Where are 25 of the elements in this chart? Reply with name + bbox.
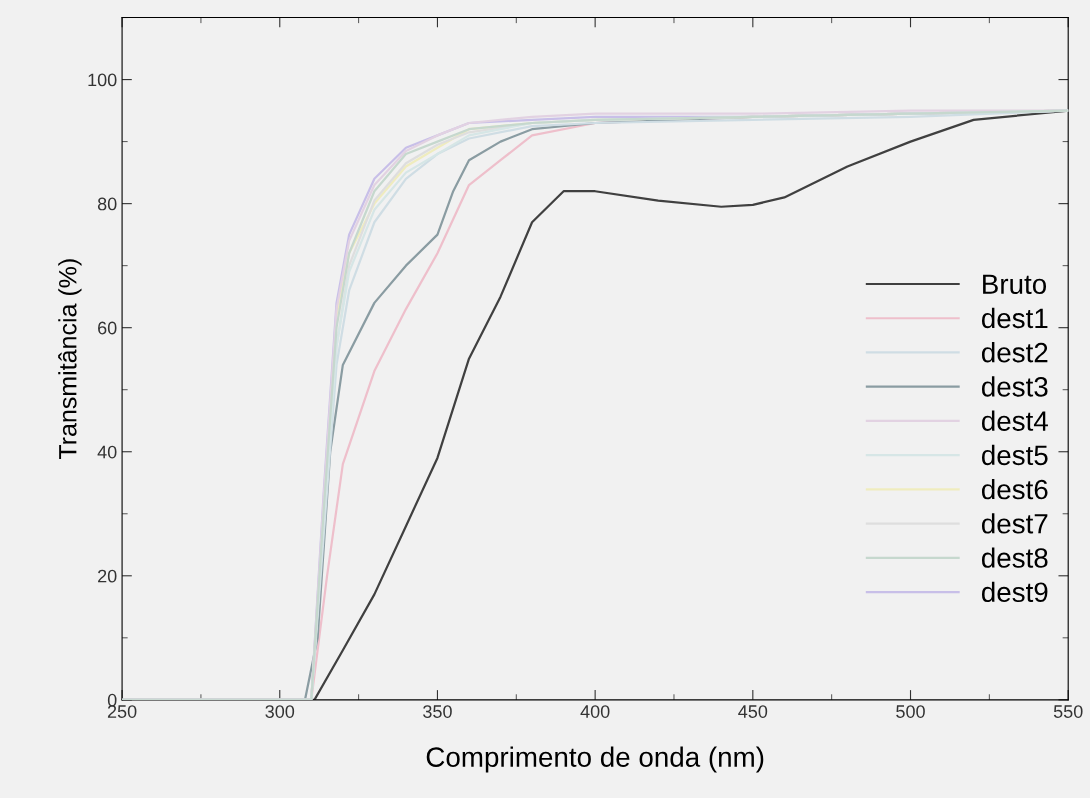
y-tick-label: 80 (97, 197, 117, 211)
x-axis-title: Comprimento de onda (nm) (426, 746, 764, 773)
y-axis-title: Transmitância (%) (58, 259, 82, 460)
legend-label: dest6 (981, 478, 1048, 500)
legend-label: dest1 (981, 307, 1048, 329)
x-tick-label: 450 (738, 705, 768, 718)
legend-label: dest8 (981, 547, 1048, 568)
legend-label: dest5 (981, 444, 1048, 466)
x-tick-label: 550 (1053, 705, 1083, 718)
legend-label: dest4 (981, 410, 1048, 431)
x-tick-label: 350 (423, 705, 452, 718)
y-tick-label: 60 (98, 321, 117, 335)
x-tick-label: 500 (896, 705, 925, 718)
legend-label: dest7 (981, 513, 1048, 534)
y-tick-label: 20 (98, 569, 117, 583)
legend-label: dest2 (981, 342, 1048, 363)
x-tick-label: 300 (265, 705, 295, 718)
y-tick-label: 100 (88, 73, 117, 87)
x-tick-label: 250 (107, 705, 137, 718)
y-tick-label: 0 (107, 693, 117, 707)
legend-label: Bruto (983, 274, 1047, 295)
y-tick-label: 40 (97, 445, 117, 459)
legend-label: dest3 (981, 376, 1048, 397)
x-tick-label: 400 (580, 705, 610, 718)
legend-label: dest9 (981, 581, 1048, 603)
